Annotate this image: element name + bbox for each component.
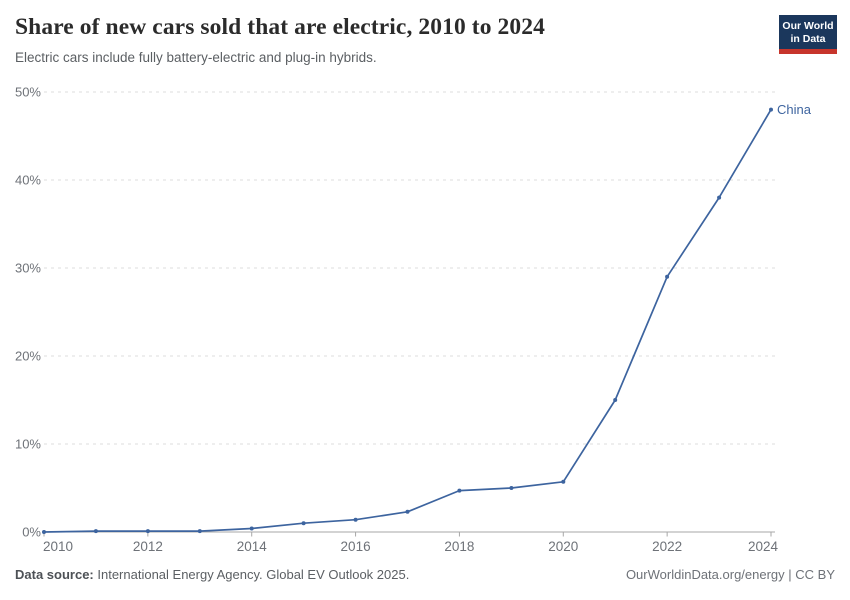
data-point[interactable]: [613, 398, 618, 402]
x-axis-tick-label: 2022: [652, 539, 682, 554]
data-point[interactable]: [93, 529, 98, 534]
owid-logo: Our World in Data: [779, 15, 837, 54]
data-source-text: International Energy Agency. Global EV O…: [93, 567, 410, 582]
footer-credit-link[interactable]: OurWorldinData.org/energy | CC BY: [625, 567, 835, 582]
x-axis-tick-label: 2012: [133, 539, 163, 554]
y-axis-tick-label: 40%: [15, 173, 41, 188]
data-point[interactable]: [249, 526, 254, 531]
data-point[interactable]: [197, 529, 202, 534]
x-axis-tick-label: 2010: [43, 539, 73, 554]
data-source-label: Data source:: [15, 567, 94, 582]
y-axis-tick-label: 20%: [15, 349, 41, 364]
y-axis-tick-label: 0%: [22, 525, 41, 540]
owid-logo-line2: in Data: [790, 32, 826, 45]
y-axis-tick-label: 10%: [15, 437, 41, 452]
owid-logo-line1: Our World: [782, 20, 834, 32]
chart-footer: Data source: International Energy Agency…: [15, 567, 835, 582]
x-axis-tick-label: 2016: [341, 539, 371, 554]
series-line-china[interactable]: [43, 108, 772, 533]
data-point[interactable]: [509, 486, 514, 490]
x-axis-tick-label: 2018: [444, 539, 474, 554]
data-point[interactable]: [717, 195, 722, 200]
line-chart-plot-area[interactable]: 0% 10% 20% 30% 40% 50% 2010 2012 2014 2016 2018 202…: [0, 80, 850, 560]
data-point[interactable]: [353, 517, 358, 522]
data-point[interactable]: [665, 274, 670, 279]
x-axis-tick-label: 2024: [748, 539, 779, 554]
data-source: Data source: International Energy Agency…: [15, 567, 409, 582]
data-point[interactable]: [405, 509, 410, 514]
y-axis-tick-label: 30%: [15, 261, 41, 276]
data-point[interactable]: [301, 521, 306, 526]
data-point[interactable]: [457, 488, 462, 493]
y-axis-tick-label: 50%: [15, 85, 41, 100]
data-point[interactable]: [145, 529, 150, 534]
data-point[interactable]: [769, 107, 773, 112]
x-axis-tick-label: 2020: [548, 539, 578, 554]
data-point[interactable]: [561, 479, 566, 484]
series-label-china: China: [777, 102, 812, 117]
x-axis-tick-label: 2014: [237, 539, 268, 554]
data-point[interactable]: [42, 530, 46, 534]
chart-subtitle: Electric cars include fully battery-elec…: [15, 50, 377, 65]
chart-title: Share of new cars sold that are electric…: [15, 14, 545, 40]
